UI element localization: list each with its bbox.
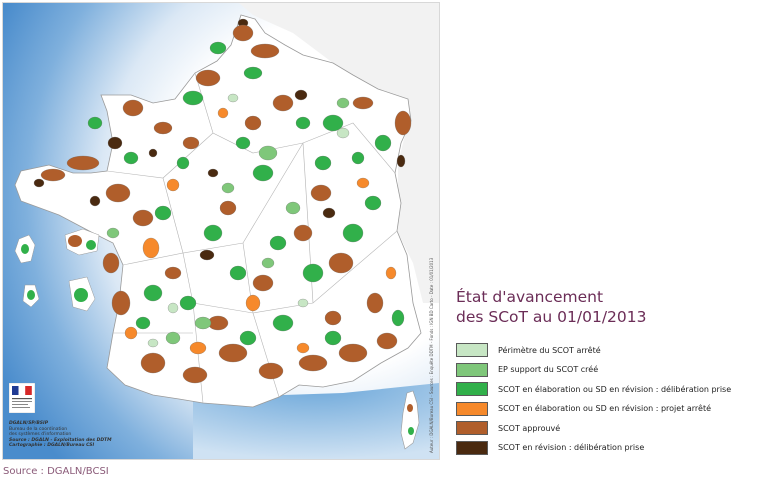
legend-label: SCOT en révision : délibération prise xyxy=(498,443,645,453)
legend-swatch xyxy=(456,401,488,416)
ministry-logo xyxy=(9,383,35,413)
credits-source: Source : DGALN - Exploitation des DDTM xyxy=(9,437,112,443)
legend-item: SCOT en élaboration ou SD en révision : … xyxy=(456,400,756,418)
map-credits: DGALN/SP/BSIP Bureau de la coordination … xyxy=(9,421,139,449)
credits-cartography: Cartographie : DGALN/Bureau CSI xyxy=(9,443,95,448)
legend-item: EP support du SCOT créé xyxy=(456,361,756,379)
credits-org-line1: DGALN/SP/BSIP xyxy=(9,421,49,426)
region-borders xyxy=(106,72,398,404)
france-mainland xyxy=(14,14,422,408)
overseas-insets xyxy=(14,228,100,312)
legend-label: EP support du SCOT créé xyxy=(498,365,599,375)
legend-label: Périmètre du SCOT arrêté xyxy=(498,345,601,355)
credits-org-line2: Bureau de la coordination xyxy=(9,426,68,432)
credits-org-line3: des systèmes d'information xyxy=(9,432,72,437)
scot-patches xyxy=(33,18,412,384)
legend-item: SCOT en révision : délibération prise xyxy=(456,439,756,457)
legend-swatch xyxy=(456,382,488,397)
neighbour-land xyxy=(239,3,439,303)
legend-label: SCOT approuvé xyxy=(498,423,561,433)
legend-title: État d'avancement des SCoT au 01/01/2013 xyxy=(456,287,756,327)
scot-map: DGALN/SP/BSIP Bureau de la coordination … xyxy=(2,2,440,460)
legend-swatch xyxy=(456,362,488,377)
legend-item: Périmètre du SCOT arrêté xyxy=(456,341,756,359)
legend-swatch xyxy=(456,343,488,357)
legend-swatch xyxy=(456,440,488,455)
legend-label: SCOT en élaboration ou SD en révision : … xyxy=(498,384,732,394)
legend-title-line2: des SCoT au 01/01/2013 xyxy=(456,308,647,326)
footer-source: Source : DGALN/BCSI xyxy=(3,466,109,477)
legend-list: Périmètre du SCOT arrêté EP support du S… xyxy=(456,341,756,457)
legend-swatch xyxy=(456,421,488,436)
legend-label: SCOT en élaboration ou SD en révision : … xyxy=(498,404,712,414)
legend-title-line1: État d'avancement xyxy=(456,288,604,306)
map-legend: État d'avancement des SCoT au 01/01/2013… xyxy=(456,287,756,459)
corsica xyxy=(400,390,420,450)
vertical-note: Auteur : DGALN/Bureau CSI - Sources : En… xyxy=(429,257,434,453)
legend-item: SCOT en élaboration ou SD en révision : … xyxy=(456,380,756,398)
legend-item: SCOT approuvé xyxy=(456,419,756,437)
france-map-svg xyxy=(3,3,439,459)
